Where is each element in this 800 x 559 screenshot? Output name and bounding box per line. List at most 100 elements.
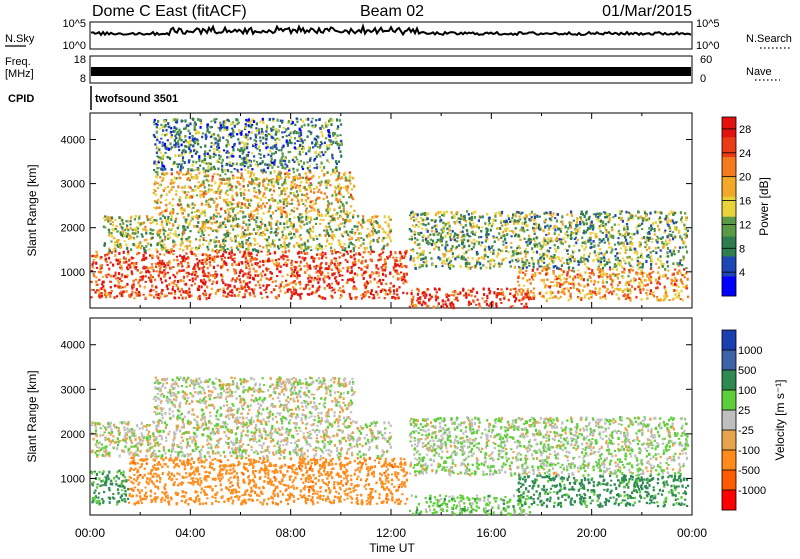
heatmap-cell [452,245,454,248]
heatmap-cell [214,137,216,139]
heatmap-cell [250,126,252,129]
heatmap-cell [489,260,491,262]
heatmap-cell [638,263,640,265]
heatmap-cell [523,306,525,309]
heatmap-cell [311,210,313,212]
heatmap-cell [685,216,687,219]
heatmap-cell [617,237,619,239]
heatmap-cell [446,296,448,298]
heatmap-cell [129,264,131,267]
heatmap-cell [170,218,172,221]
heatmap-cell [217,174,219,176]
heatmap-cell [351,270,353,272]
heatmap-cell [284,211,286,214]
heatmap-cell [208,234,210,236]
heatmap-cell [416,239,418,241]
heatmap-cell [673,289,675,292]
heatmap-cell [238,261,240,263]
heatmap-cell [125,244,127,247]
heatmap-cell [175,190,177,192]
heatmap-cell [429,294,431,297]
heatmap-cell [636,231,638,234]
heatmap-cell [353,254,355,257]
heatmap-cell [358,247,360,249]
heatmap-cell [224,224,226,226]
heatmap-cell [301,243,303,246]
heatmap-cell [657,271,659,274]
heatmap-cell [279,125,281,128]
heatmap-cell [95,262,97,265]
heatmap-cell [209,254,211,256]
heatmap-cell [657,225,659,228]
heatmap-cell [502,259,504,261]
heatmap-cell [437,234,439,236]
heatmap-cell [531,216,533,218]
heatmap-cell [311,176,313,178]
heatmap-cell [104,254,106,257]
heatmap-cell [371,289,373,292]
heatmap-cell [496,237,498,239]
heatmap-cell [334,190,336,193]
heatmap-cell [475,232,477,234]
heatmap-cell [463,245,465,247]
heatmap-cell [364,282,366,284]
heatmap-cell [111,290,113,292]
heatmap-cell [533,223,535,225]
heatmap-cell [486,303,488,306]
heatmap-cell [448,257,450,259]
heatmap-cell [492,259,494,261]
heatmap-cell [252,277,254,280]
heatmap-cell [435,213,437,216]
heatmap-cell [159,141,161,144]
heatmap-cell [505,242,507,244]
heatmap-cell [114,254,116,257]
heatmap-cell [543,257,545,260]
heatmap-cell [349,182,351,184]
heatmap-cell [141,259,143,261]
heatmap-cell [219,289,221,291]
heatmap-cell [539,292,541,295]
heatmap-cell [100,256,102,258]
heatmap-cell [102,285,104,288]
heatmap-cell [252,179,254,182]
heatmap-cell [339,207,341,209]
heatmap-cell [335,251,337,254]
heatmap-cell [226,190,228,192]
heatmap-cell [228,211,230,213]
heatmap-cell [187,226,189,229]
heatmap-cell [606,276,608,278]
heatmap-cell [545,212,547,214]
heatmap-cell [420,232,422,234]
heatmap-cell [681,264,683,266]
heatmap-cell [101,295,103,298]
heatmap-cell [427,236,429,239]
heatmap-cell [351,177,353,179]
heatmap-cell [299,213,301,216]
heatmap-cell [292,286,294,288]
heatmap-cell [568,267,570,269]
heatmap-cell [224,240,226,242]
heatmap-cell [650,276,652,278]
station-title: Dome C East (fitACF) [92,3,247,20]
heatmap-cell [464,215,466,217]
heatmap-cell [217,168,219,171]
heatmap-cell [552,227,554,229]
heatmap-cell [269,206,271,209]
heatmap-cell [242,216,244,219]
heatmap-cell [422,264,424,267]
heatmap-cell [628,284,630,286]
heatmap-cell [673,222,675,225]
heatmap-cell [208,242,210,245]
heatmap-cell [251,233,253,235]
heatmap-cell [676,296,678,299]
heatmap-cell [264,196,266,198]
heatmap-cell [157,230,159,233]
heatmap-cell [253,174,255,176]
heatmap-cell [478,303,480,306]
cpid-label: CPID [8,93,34,105]
heatmap-cell [182,280,184,283]
heatmap-cell [208,199,210,201]
heatmap-cell [624,233,626,235]
heatmap-cell [154,183,156,186]
heatmap-cell [482,297,484,299]
